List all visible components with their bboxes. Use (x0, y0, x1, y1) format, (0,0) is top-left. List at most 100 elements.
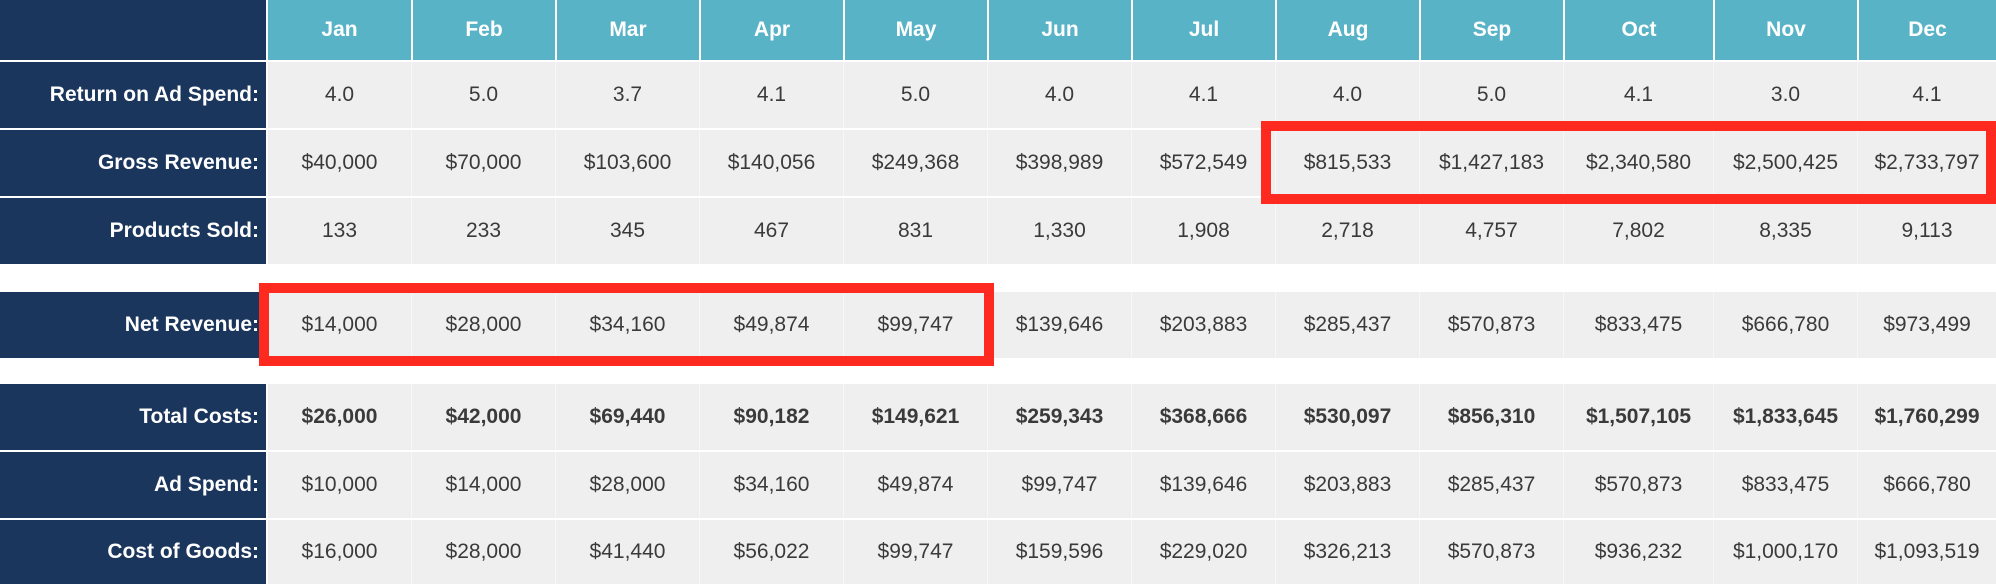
table-cell: $34,160 (555, 292, 699, 358)
table-cell: $2,500,425 (1713, 130, 1857, 196)
table-cell: $16,000 (268, 520, 411, 584)
table-cell: $149,621 (843, 384, 987, 450)
table-cell: $56,022 (699, 520, 843, 584)
table-cell: $203,883 (1275, 452, 1419, 518)
table-cell: $14,000 (411, 452, 555, 518)
table-cell: $570,873 (1419, 520, 1563, 584)
table-cell: $49,874 (699, 292, 843, 358)
table-row-net-revenue: Net Revenue: $14,000 $28,000 $34,160 $49,874… (0, 292, 1996, 358)
table-cell: 7,802 (1563, 198, 1713, 264)
table-row-cost-of-goods: Cost of Goods: $16,000 $28,000 $41,440 $56,0… (0, 520, 1996, 584)
table-cell: 3.7 (555, 62, 699, 128)
table-cell: $10,000 (268, 452, 411, 518)
table-cell: $99,747 (987, 452, 1131, 518)
table-cell: 9,113 (1857, 198, 1996, 264)
table-cell: 233 (411, 198, 555, 264)
table-cell: $40,000 (268, 130, 411, 196)
header-feb: Feb (411, 0, 555, 60)
row-label-gross-revenue: Gross Revenue: (0, 130, 266, 196)
table-cell: $833,475 (1713, 452, 1857, 518)
table-cell: $28,000 (411, 292, 555, 358)
header-nov: Nov (1713, 0, 1857, 60)
table-cell: $285,437 (1275, 292, 1419, 358)
table-cell: $973,499 (1857, 292, 1996, 358)
table-cell: 4.0 (987, 62, 1131, 128)
table-cell: $326,213 (1275, 520, 1419, 584)
table-cell: $69,440 (555, 384, 699, 450)
table-row-products-sold: Products Sold: 133 233 345 467 831 1,330 1,908 2… (0, 198, 1996, 264)
table-cell: $139,646 (987, 292, 1131, 358)
table-cell: $1,507,105 (1563, 384, 1713, 450)
table-cell: $99,747 (843, 520, 987, 584)
table-cell: $833,475 (1563, 292, 1713, 358)
header-may: May (843, 0, 987, 60)
header-oct: Oct (1563, 0, 1713, 60)
table-row-roas: Return on Ad Spend: 4.0 5.0 3.7 4.1 5.0 4.0 4.1… (0, 62, 1996, 128)
table-cell: 5.0 (843, 62, 987, 128)
table-cell: $159,596 (987, 520, 1131, 584)
header-jun: Jun (987, 0, 1131, 60)
table-cell: $398,989 (987, 130, 1131, 196)
table-cell: $570,873 (1563, 452, 1713, 518)
table-cell: 4.1 (1563, 62, 1713, 128)
table-cell: $203,883 (1131, 292, 1275, 358)
table-cell: $666,780 (1713, 292, 1857, 358)
header-jul: Jul (1131, 0, 1275, 60)
table-cell: $856,310 (1419, 384, 1563, 450)
table-cell: $99,747 (843, 292, 987, 358)
table-cell: $249,368 (843, 130, 987, 196)
table-cell: $26,000 (268, 384, 411, 450)
table-cell: $42,000 (411, 384, 555, 450)
row-label-cost-of-goods: Cost of Goods: (0, 520, 266, 584)
table-cell: 467 (699, 198, 843, 264)
table-cell: $41,440 (555, 520, 699, 584)
table-cell: 133 (268, 198, 411, 264)
table-cell: 8,335 (1713, 198, 1857, 264)
table-cell: 4.1 (699, 62, 843, 128)
table-row-gross-revenue: Gross Revenue: $40,000 $70,000 $103,600 $140… (0, 130, 1996, 196)
table-cell: 5.0 (411, 62, 555, 128)
header-dec: Dec (1857, 0, 1996, 60)
table-cell: $572,549 (1131, 130, 1275, 196)
header-mar: Mar (555, 0, 699, 60)
table-cell: $140,056 (699, 130, 843, 196)
table-cell: 4.0 (1275, 62, 1419, 128)
row-label-total-costs: Total Costs: (0, 384, 266, 450)
row-label-net-revenue: Net Revenue: (0, 292, 266, 358)
table-cell: $259,343 (987, 384, 1131, 450)
table-cell: $229,020 (1131, 520, 1275, 584)
header-sep: Sep (1419, 0, 1563, 60)
header-row: Jan Feb Mar Apr May Jun Jul Aug Sep Oct … (0, 0, 1996, 60)
table-cell: 1,330 (987, 198, 1131, 264)
table-cell: $90,182 (699, 384, 843, 450)
table-cell: $28,000 (555, 452, 699, 518)
table-cell: $530,097 (1275, 384, 1419, 450)
table-cell: $103,600 (555, 130, 699, 196)
table-cell: 831 (843, 198, 987, 264)
table-row-ad-spend: Ad Spend: $10,000 $14,000 $28,000 $34,160 $49… (0, 452, 1996, 518)
table-cell: 345 (555, 198, 699, 264)
table-cell: $368,666 (1131, 384, 1275, 450)
table-cell: $2,340,580 (1563, 130, 1713, 196)
table-cell: $936,232 (1563, 520, 1713, 584)
table-cell: $2,733,797 (1857, 130, 1996, 196)
table-cell: $666,780 (1857, 452, 1996, 518)
header-apr: Apr (699, 0, 843, 60)
header-aug: Aug (1275, 0, 1419, 60)
table-cell: 1,908 (1131, 198, 1275, 264)
row-label-ad-spend: Ad Spend: (0, 452, 266, 518)
table-cell: $1,093,519 (1857, 520, 1996, 584)
table-row-total-costs: Total Costs: $26,000 $42,000 $69,440 $90,182… (0, 384, 1996, 450)
row-label-products-sold: Products Sold: (0, 198, 266, 264)
table-cell: $28,000 (411, 520, 555, 584)
table-cell: 4.0 (268, 62, 411, 128)
table-cell: $1,833,645 (1713, 384, 1857, 450)
table-cell: 5.0 (1419, 62, 1563, 128)
table-cell: $1,760,299 (1857, 384, 1996, 450)
header-jan: Jan (266, 0, 411, 60)
table-cell: $70,000 (411, 130, 555, 196)
table-cell: $49,874 (843, 452, 987, 518)
row-label-roas: Return on Ad Spend: (0, 62, 266, 128)
table-cell: $139,646 (1131, 452, 1275, 518)
table-cell: $285,437 (1419, 452, 1563, 518)
